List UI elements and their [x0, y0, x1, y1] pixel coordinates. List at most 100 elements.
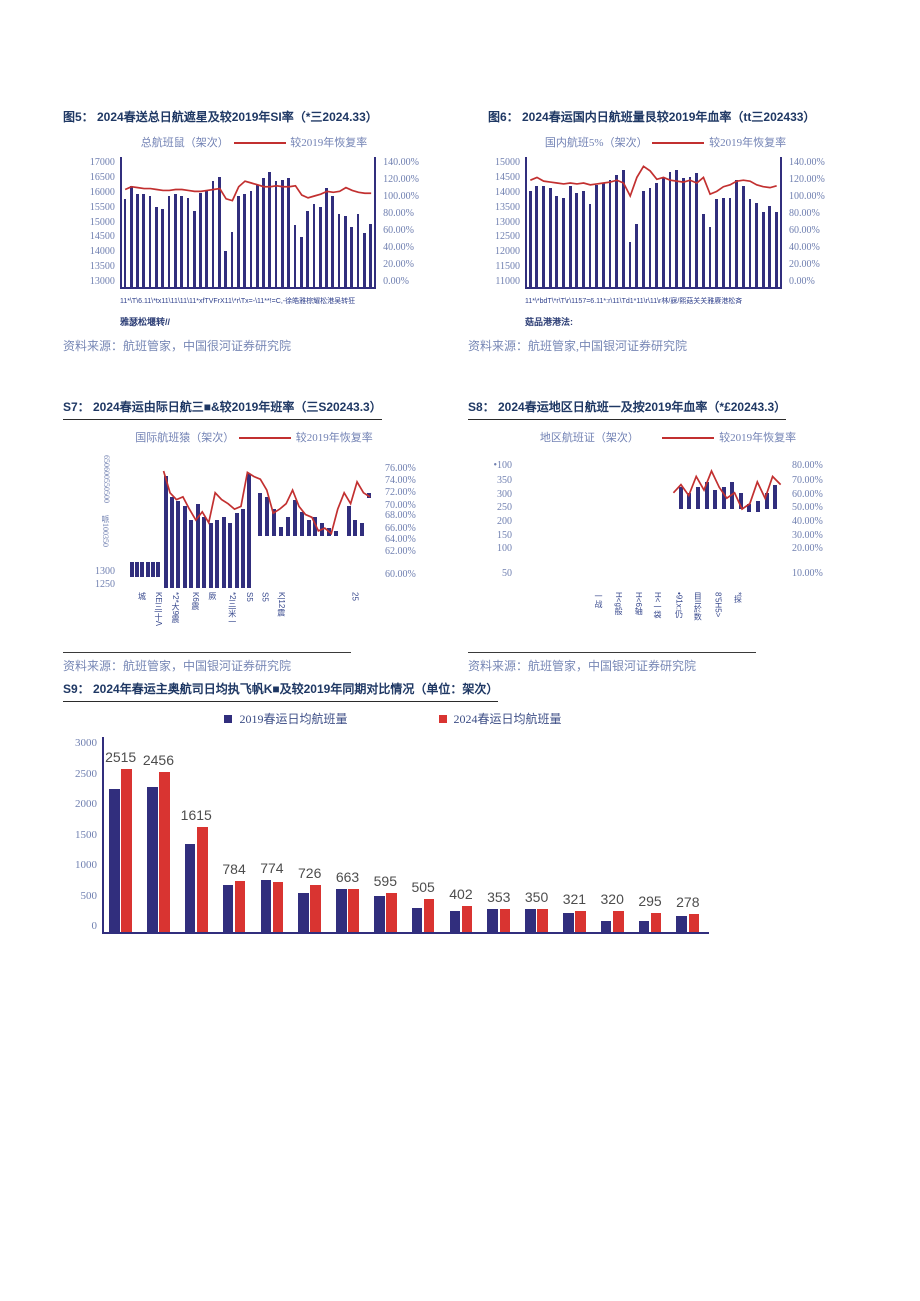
legend-line-label: 较2019年恢复率: [709, 137, 787, 149]
x-axis-label: KE三|十Λ: [153, 592, 163, 627]
bar: [182, 506, 187, 588]
bar: [167, 196, 171, 287]
plot-area: [525, 157, 782, 289]
axis-tick: 100.00%: [383, 191, 420, 202]
figure-6-legend: 国内航班5%（架次） 较2019年恢复率: [468, 134, 863, 150]
axis-tick: 1500: [75, 828, 97, 841]
bar: [205, 191, 209, 287]
bar: [264, 496, 269, 537]
x-axis-labels: 城 KE三|十Λ *2*大9震 K6震厥 *2三|米一 S5 S5 K|12震 25: [121, 588, 379, 642]
figure-s9-legend: 2019春运日均航班量 2024春运日均航班量: [63, 710, 723, 727]
axis-tick: 60.00%: [383, 225, 415, 236]
axis-tick: 50.00%: [792, 502, 823, 514]
axis-tick: 14000: [89, 246, 115, 258]
bar: [344, 215, 347, 287]
bar: [236, 196, 240, 287]
bar-value-label: 350: [524, 888, 549, 905]
axis-tick: 80.00%: [789, 208, 820, 219]
legend-bar-label: 总航班鼠（架次）: [140, 137, 229, 149]
bar: [215, 520, 220, 588]
bar: [768, 205, 772, 287]
axis-tick: 15000: [495, 157, 520, 168]
recovery-rate-line: [121, 452, 379, 588]
bar: [257, 492, 262, 537]
divider-line: [63, 652, 351, 653]
bar-2019: [336, 889, 347, 932]
bar: [747, 503, 752, 512]
bar: [189, 520, 194, 588]
y-axis-left: 17000 16500 16000 15500 15000 14500 14000 13500…: [63, 157, 120, 287]
bar: [708, 226, 712, 287]
bar-2024: [348, 888, 359, 932]
axis-tick: 14500: [89, 231, 115, 243]
figure-s8-title: S8： 2024春运地区日航班一及按2019年血率（*£20243.3）: [468, 398, 787, 420]
bar-2024: [423, 899, 435, 932]
bar-value-label: 353: [487, 889, 511, 906]
axis-tick: 66.00%: [385, 522, 416, 534]
bar: [730, 481, 735, 510]
bar: [568, 186, 572, 287]
bar: [150, 562, 155, 578]
axis-tick: 40.00%: [383, 242, 415, 253]
axis-tick: 13500: [495, 201, 520, 213]
figure-s9: S9： 2024年春运主奥航司日均执飞帆K■及较2019年同期对比情况（单位：架…: [63, 680, 723, 934]
plot-area: [121, 452, 379, 588]
axis-tick: 120.00%: [789, 174, 825, 185]
bar: [641, 191, 645, 287]
bar-value-label: 2456: [142, 752, 175, 769]
y-axis-left: 3000 2500 2000 1500 1000 500 0: [63, 737, 102, 932]
bar: [130, 562, 135, 578]
figure-5: 图5： 2024春送总日航遮星及较2019年SI率（*三2024.33） 总航班…: [63, 108, 445, 354]
bar: [582, 191, 585, 287]
figure-s8: S8： 2024春运地区日航班一及按2019年血率（*£20243.3） 地区航…: [468, 398, 868, 674]
bar: [602, 183, 605, 287]
legend-2024-label: 2024春运日均航班量: [453, 712, 562, 726]
axis-tick: 300: [497, 488, 512, 500]
figure-s9-title: S9： 2024年春运主奥航司日均执飞帆K■及较2019年同期对比情况（单位：架…: [63, 680, 499, 702]
x-axis-label: H<一袋: [653, 592, 662, 619]
bar: [306, 520, 311, 537]
x-axis-caption: 11*\T\6.11\*tx11\11\11\11*xfTVFrX11\*r\T…: [120, 298, 356, 305]
figure-s7-title: S7： 2024春运由际日航三■&较2019年班率（三S20243.3）: [63, 398, 382, 420]
legend-bar-label: 地区航班证（架次）: [539, 432, 639, 444]
bar: [173, 194, 177, 287]
x-axis-caption-2: 雅瑟松堰转//: [120, 317, 171, 327]
bar: [192, 210, 196, 287]
bar: [145, 562, 150, 578]
axis-tick: 15500: [89, 201, 115, 213]
axis-tick: 500: [80, 889, 98, 902]
axis-tick: 350: [497, 475, 512, 487]
x-axis-label: •91x:仍: [674, 592, 684, 618]
bar-2019: [222, 884, 234, 932]
bar: [292, 499, 297, 537]
legend-line-label: 较2019年恢复率: [295, 432, 373, 444]
figure-s7: S7： 2024春运由际日航三■&较2019年班率（三S20243.3） 国际航…: [63, 398, 445, 674]
source-note: 资料来源：航班管家,中国银河证券研究院: [468, 339, 688, 353]
bar: [278, 526, 283, 537]
axis-tick: 250: [497, 502, 512, 514]
axis-tick: 20.00%: [792, 543, 823, 555]
x-axis-label: H<6轴: [634, 592, 644, 615]
axis-tick: 3000: [75, 737, 97, 749]
axis-tick: 13000: [89, 276, 115, 287]
bar: [202, 517, 207, 588]
bar-2024: [537, 909, 548, 932]
bar: [775, 212, 778, 287]
bar: [755, 202, 758, 287]
bar-2024: [197, 827, 208, 932]
bar: [588, 204, 592, 287]
bar-2019: [411, 907, 423, 932]
bar: [359, 522, 364, 537]
bar: [615, 174, 619, 287]
recovery-rate-line: [518, 452, 786, 588]
bar: [350, 226, 353, 287]
bar: [299, 236, 303, 287]
bar: [655, 183, 659, 287]
bar-2019: [487, 909, 498, 932]
x-axis-label: 厥: [207, 592, 217, 600]
bar-value-label: 295: [638, 892, 662, 909]
axis-tick: 74.00%: [385, 475, 416, 487]
bar: [142, 194, 146, 287]
y-axis-right: 140.00% 120.00% 100.00% 80.00% 60.00% 40.00% 2…: [376, 157, 445, 287]
